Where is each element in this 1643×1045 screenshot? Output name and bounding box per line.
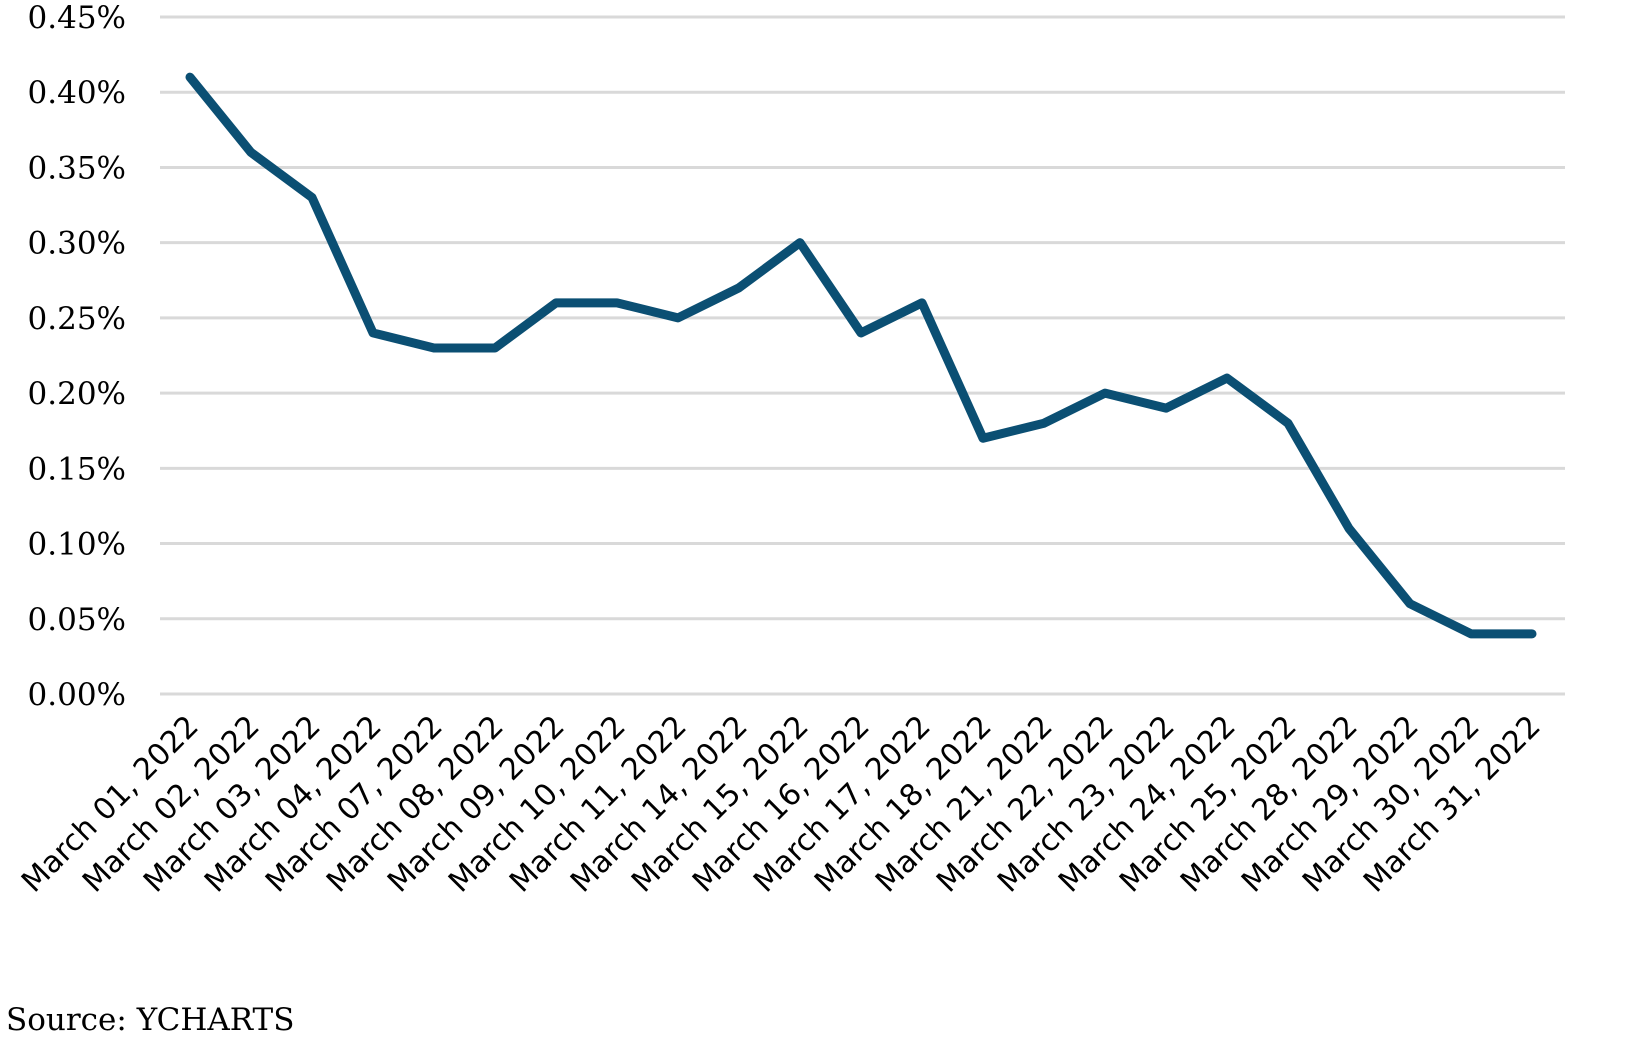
y-axis-tick-labels: 0.00% 0.05% 0.10% 0.15% 0.20% 0.25% 0.30% 0.35%… bbox=[28, 0, 126, 713]
y-tick-label: 0.40% bbox=[28, 75, 126, 111]
y-tick-label: 0.45% bbox=[28, 0, 126, 36]
series-layer bbox=[185, 72, 1537, 639]
y-tick-label: 0.20% bbox=[28, 376, 126, 412]
y-tick-label: 0.30% bbox=[28, 226, 126, 262]
y-tick-label: 0.35% bbox=[28, 150, 126, 186]
y-tick-label: 0.25% bbox=[28, 301, 126, 337]
y-tick-label: 0.05% bbox=[28, 602, 126, 638]
series-line bbox=[185, 72, 1537, 639]
y-tick-label: 0.10% bbox=[28, 527, 126, 563]
gridlines bbox=[160, 15, 1565, 696]
y-tick-label: 0.15% bbox=[28, 451, 126, 487]
source-note: Source: YCHARTS bbox=[6, 1002, 295, 1038]
y-tick-label: 0.00% bbox=[28, 677, 126, 713]
